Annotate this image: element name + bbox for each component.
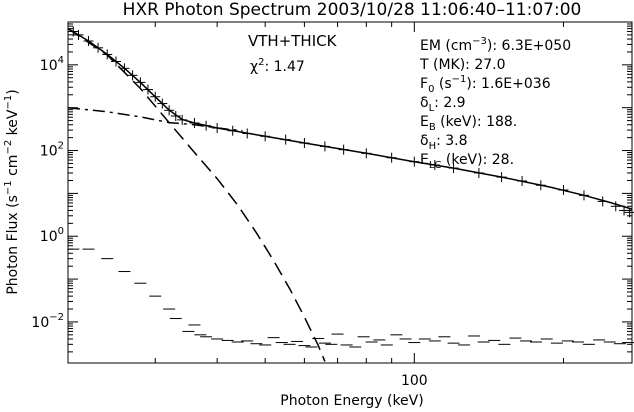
data-points bbox=[68, 26, 634, 218]
fit-parameter: ELC (keV): 28. bbox=[420, 152, 514, 171]
data-point bbox=[429, 159, 440, 170]
model-label: VTH+THICK bbox=[248, 32, 338, 50]
data-point bbox=[535, 180, 546, 191]
data-point bbox=[157, 98, 168, 109]
data-point bbox=[102, 49, 113, 60]
data-point bbox=[73, 29, 84, 40]
y-axis-ticks: 104 102 100 10−2 bbox=[31, 23, 632, 353]
fit-parameter: T (MK): 27.0 bbox=[419, 57, 506, 73]
data-point bbox=[164, 105, 175, 116]
data-point bbox=[610, 201, 621, 212]
data-point bbox=[177, 114, 188, 125]
data-point bbox=[260, 131, 271, 142]
data-point bbox=[201, 120, 212, 131]
data-point bbox=[578, 190, 589, 201]
background-points bbox=[67, 248, 634, 348]
fit-parameter: δL: 2.9 bbox=[420, 95, 466, 114]
data-point bbox=[280, 134, 291, 145]
data-point bbox=[597, 196, 608, 207]
y-tick-label: 10−2 bbox=[31, 312, 64, 331]
data-point bbox=[127, 70, 138, 81]
data-point bbox=[135, 77, 146, 88]
x-axis-ticks: 100 bbox=[67, 22, 564, 389]
data-point bbox=[361, 148, 372, 159]
data-point bbox=[93, 42, 104, 53]
data-point bbox=[319, 141, 330, 152]
data-point bbox=[111, 56, 122, 67]
plot-frame bbox=[67, 21, 633, 364]
data-point bbox=[170, 110, 181, 121]
data-point bbox=[212, 123, 223, 134]
data-point bbox=[386, 152, 397, 163]
y-tick-label: 100 bbox=[40, 226, 64, 245]
data-point bbox=[227, 125, 238, 136]
thermal-model-line bbox=[68, 27, 326, 362]
x-tick-label: 100 bbox=[401, 373, 428, 389]
data-point bbox=[150, 91, 161, 102]
y-axis-label: Photon Flux (s−1 cm−2 keV−1) bbox=[3, 89, 21, 294]
data-point bbox=[338, 144, 349, 155]
data-point bbox=[558, 184, 569, 195]
data-point bbox=[68, 26, 79, 37]
data-point bbox=[299, 137, 310, 148]
fit-parameter: δH: 3.8 bbox=[420, 133, 468, 152]
fit-parameter: EM (cm−3): 6.3E+050 bbox=[420, 36, 571, 54]
data-point bbox=[517, 175, 528, 186]
y-tick-label: 102 bbox=[40, 141, 64, 160]
data-point bbox=[409, 156, 420, 167]
data-point bbox=[619, 205, 630, 216]
y-tick-label: 104 bbox=[40, 55, 64, 74]
data-point bbox=[142, 84, 153, 95]
data-point bbox=[83, 36, 94, 47]
fit-parameter: EB (keV): 188. bbox=[420, 114, 517, 133]
fit-parameter: F0 (s−1): 1.6E+036 bbox=[420, 74, 551, 95]
data-point bbox=[242, 128, 253, 139]
x-axis-label: Photon Energy (keV) bbox=[280, 393, 423, 409]
data-point bbox=[496, 172, 507, 183]
fit-parameters: EM (cm−3): 6.3E+050 T (MK): 27.0F0 (s−1):… bbox=[419, 36, 571, 171]
data-point bbox=[448, 163, 459, 174]
data-point bbox=[189, 117, 200, 128]
data-point bbox=[624, 207, 634, 218]
chi-square-value: χ2: 1.47 bbox=[250, 57, 305, 75]
data-point bbox=[473, 167, 484, 178]
data-point bbox=[119, 63, 130, 74]
chart-title: HXR Photon Spectrum 2003/10/28 11:06:40–… bbox=[123, 0, 582, 20]
